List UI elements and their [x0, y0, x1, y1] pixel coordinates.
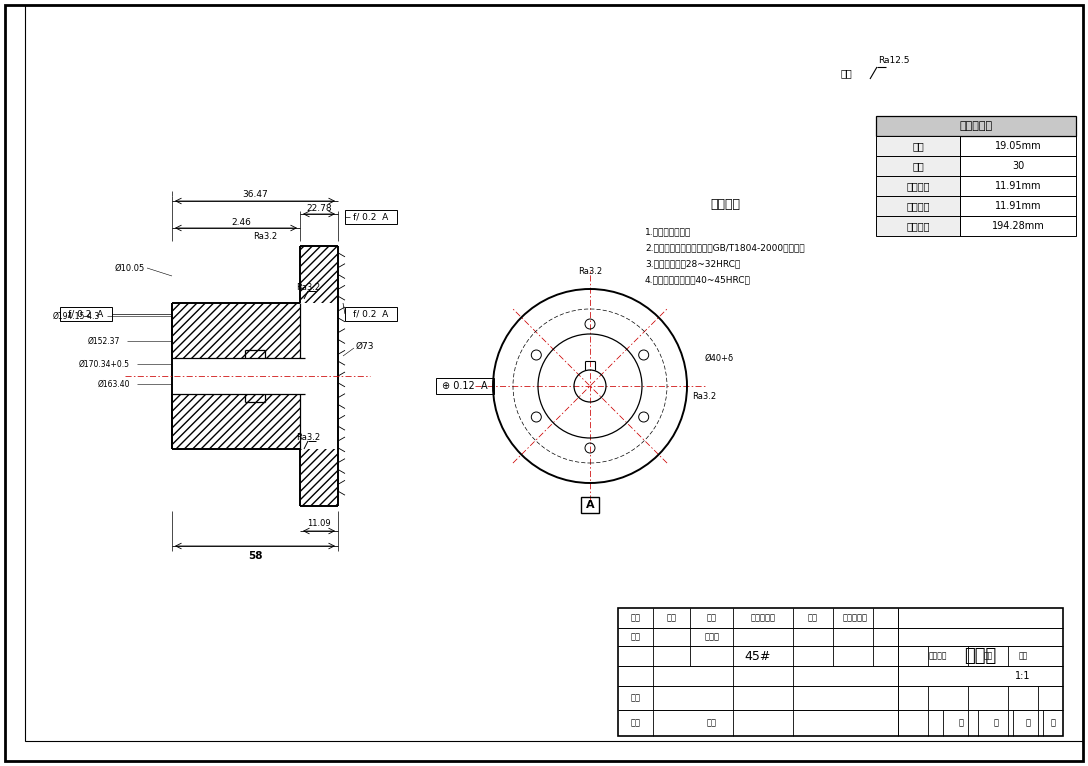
Text: 年、月、日: 年、月、日	[842, 614, 867, 623]
Bar	[345, 210, 397, 224]
Bar	[960, 216, 1076, 236]
Text: 4.齿根处高频，硬度40~45HRC。: 4.齿根处高频，硬度40~45HRC。	[645, 276, 751, 284]
Text: 重量: 重量	[984, 652, 992, 660]
Text: 3.整调质处理，28~32HRC。: 3.整调质处理，28~32HRC。	[645, 260, 740, 269]
Text: 30: 30	[1012, 161, 1024, 171]
Text: 2.未注圆性尺寸全量应符合GB/T1804-2000的要求。: 2.未注圆性尺寸全量应符合GB/T1804-2000的要求。	[645, 244, 805, 253]
Polygon shape	[172, 394, 300, 449]
Text: 19.05mm: 19.05mm	[994, 141, 1041, 151]
Text: 11.09: 11.09	[307, 519, 331, 529]
Text: 45#: 45#	[745, 650, 771, 663]
Text: f/ 0.2  A: f/ 0.2 A	[354, 212, 388, 221]
Text: 签名: 签名	[808, 614, 818, 623]
Text: Ra3.2: Ra3.2	[296, 433, 320, 441]
Text: ⊕ 0.12  A: ⊕ 0.12 A	[442, 381, 487, 391]
Text: 2.46: 2.46	[231, 218, 251, 227]
Text: 更改文件号: 更改文件号	[751, 614, 776, 623]
Bar	[60, 307, 112, 321]
Text: 齿柱直径: 齿柱直径	[906, 201, 930, 211]
Bar	[960, 156, 1076, 176]
Bar	[436, 378, 494, 394]
Text: 张: 张	[993, 719, 999, 728]
Bar	[960, 176, 1076, 196]
Text: 58: 58	[248, 551, 262, 561]
Bar	[876, 136, 960, 156]
Bar	[876, 216, 960, 236]
Text: 194.28mm: 194.28mm	[991, 221, 1044, 231]
Bar	[876, 116, 1076, 136]
Text: 链轮参数表: 链轮参数表	[960, 121, 992, 131]
Bar	[876, 176, 960, 196]
Text: Ø152.37: Ø152.37	[88, 336, 120, 345]
Polygon shape	[300, 246, 338, 303]
Text: 第: 第	[1026, 719, 1030, 728]
Text: 齿数: 齿数	[912, 161, 924, 171]
Text: 分区: 分区	[707, 614, 717, 623]
Text: 工艺: 工艺	[631, 719, 641, 728]
Bar	[960, 136, 1076, 156]
Bar	[345, 307, 397, 321]
Text: Ra3.2: Ra3.2	[296, 283, 320, 292]
Text: Ra3.2: Ra3.2	[692, 391, 716, 401]
Text: f/ 0.2  A: f/ 0.2 A	[354, 309, 388, 319]
Text: 滚子直径: 滚子直径	[906, 181, 930, 191]
Text: 11.91mm: 11.91mm	[994, 181, 1041, 191]
Text: Ø194.15-4.3: Ø194.15-4.3	[52, 312, 100, 320]
Text: Ø10.05: Ø10.05	[114, 264, 145, 273]
Text: 技术要求: 技术要求	[710, 198, 740, 211]
Text: 标准化: 标准化	[705, 633, 719, 641]
Bar	[960, 196, 1076, 216]
Polygon shape	[172, 303, 300, 358]
Text: 36.47: 36.47	[243, 189, 268, 198]
Text: 标记: 标记	[631, 614, 641, 623]
Bar	[581, 497, 599, 513]
Text: 其余: 其余	[840, 68, 852, 78]
Text: 大链轮: 大链轮	[964, 647, 997, 665]
Bar	[618, 608, 1063, 736]
Text: A: A	[585, 500, 594, 510]
Text: 比例: 比例	[1018, 652, 1028, 660]
Text: f/ 0.2  A: f/ 0.2 A	[69, 309, 103, 319]
Text: 11.91mm: 11.91mm	[994, 201, 1041, 211]
Text: 处数: 处数	[667, 614, 677, 623]
Text: 共: 共	[959, 719, 964, 728]
Polygon shape	[300, 449, 338, 506]
Text: 批准: 批准	[707, 719, 717, 728]
Text: 顶圆直径: 顶圆直径	[906, 221, 930, 231]
Bar	[876, 156, 960, 176]
Text: 设计: 设计	[631, 633, 641, 641]
Text: Ø40+δ: Ø40+δ	[705, 353, 734, 362]
Text: 1.全部毛坯飞边。: 1.全部毛坯飞边。	[645, 228, 691, 237]
Text: 图纸标记: 图纸标记	[929, 652, 948, 660]
Text: 节距: 节距	[912, 141, 924, 151]
Text: 审核: 审核	[631, 693, 641, 702]
Text: 1:1: 1:1	[1015, 671, 1030, 681]
Text: Ø170.34+0.5: Ø170.34+0.5	[79, 359, 129, 368]
Bar	[876, 196, 960, 216]
Text: Ø73: Ø73	[356, 342, 374, 351]
Text: Ø163.40: Ø163.40	[98, 379, 129, 388]
Text: Ra3.2: Ra3.2	[252, 231, 277, 241]
Text: Ra3.2: Ra3.2	[578, 267, 602, 276]
Text: 22.78: 22.78	[306, 204, 332, 212]
Text: Ra12.5: Ra12.5	[878, 55, 910, 64]
Text: 张: 张	[1051, 719, 1055, 728]
